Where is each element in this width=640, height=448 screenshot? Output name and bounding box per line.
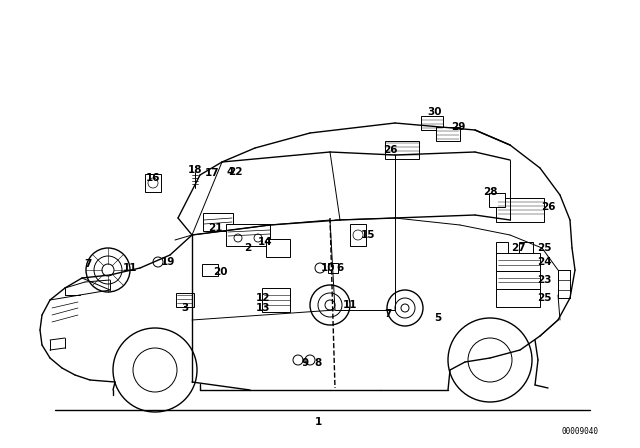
- Text: 16: 16: [146, 173, 160, 183]
- Text: 18: 18: [188, 165, 202, 175]
- Text: 7: 7: [84, 259, 92, 269]
- Text: 25: 25: [537, 243, 551, 253]
- Text: 4: 4: [227, 167, 234, 177]
- Bar: [496, 271, 540, 289]
- Bar: [262, 288, 290, 312]
- Bar: [266, 239, 290, 257]
- Bar: [496, 242, 508, 254]
- Text: 5: 5: [435, 313, 442, 323]
- Text: 19: 19: [161, 257, 175, 267]
- Text: 8: 8: [314, 358, 322, 368]
- Text: 1: 1: [314, 417, 322, 427]
- Text: 27: 27: [511, 243, 525, 253]
- Text: 9: 9: [301, 358, 308, 368]
- Bar: [328, 263, 338, 273]
- Bar: [226, 224, 270, 246]
- Text: 10: 10: [321, 263, 335, 273]
- Text: 00009040: 00009040: [561, 427, 598, 436]
- Text: 25: 25: [537, 293, 551, 303]
- Bar: [203, 213, 233, 231]
- Text: 11: 11: [343, 300, 357, 310]
- Text: 17: 17: [205, 168, 220, 178]
- Bar: [519, 242, 533, 254]
- Text: 11: 11: [123, 263, 137, 273]
- Bar: [489, 193, 505, 207]
- Bar: [145, 174, 161, 192]
- Text: 26: 26: [541, 202, 556, 212]
- Text: 7: 7: [384, 309, 392, 319]
- Bar: [421, 116, 443, 130]
- Bar: [496, 198, 544, 222]
- Bar: [496, 289, 540, 307]
- Bar: [385, 141, 419, 159]
- Text: 2: 2: [244, 243, 252, 253]
- Text: 15: 15: [361, 230, 375, 240]
- Text: 29: 29: [451, 122, 465, 132]
- Text: 6: 6: [337, 263, 344, 273]
- Text: 30: 30: [428, 107, 442, 117]
- Text: 24: 24: [537, 257, 551, 267]
- Bar: [496, 253, 540, 271]
- Text: 28: 28: [483, 187, 497, 197]
- Text: 14: 14: [258, 237, 272, 247]
- Text: 22: 22: [228, 167, 243, 177]
- Bar: [202, 264, 218, 276]
- Text: 26: 26: [383, 145, 397, 155]
- Bar: [436, 127, 460, 141]
- Text: 13: 13: [256, 303, 270, 313]
- Text: 3: 3: [181, 303, 189, 313]
- Text: 23: 23: [537, 275, 551, 285]
- Text: 21: 21: [208, 223, 222, 233]
- Bar: [350, 224, 366, 246]
- Text: 20: 20: [212, 267, 227, 277]
- Bar: [176, 293, 194, 307]
- Text: 12: 12: [256, 293, 270, 303]
